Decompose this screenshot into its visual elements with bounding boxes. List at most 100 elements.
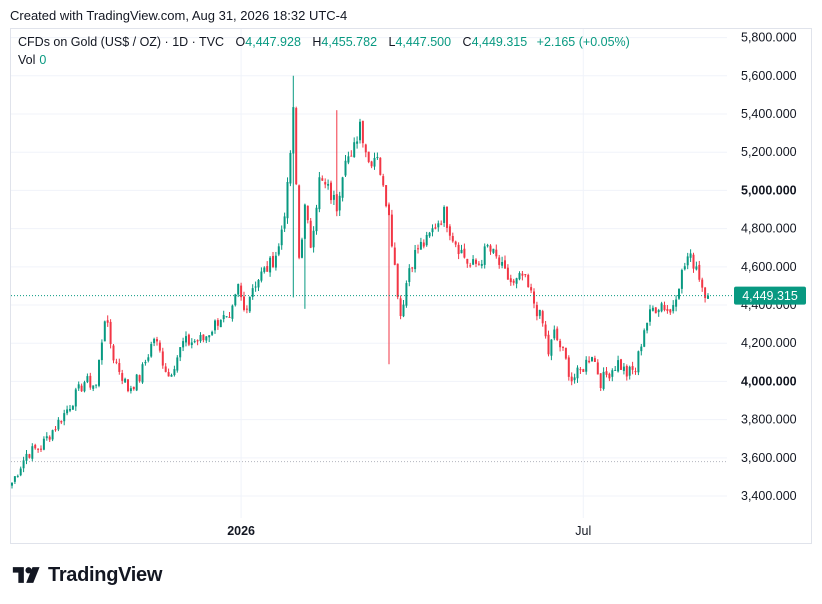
candle-body xyxy=(495,249,498,257)
candle-body xyxy=(170,374,173,377)
y-tick-label: 5,800.000 xyxy=(741,31,797,45)
candle-body xyxy=(689,253,692,258)
candle-body xyxy=(63,413,66,422)
candle-body xyxy=(77,384,80,389)
candle-body xyxy=(422,242,425,247)
candle-body xyxy=(266,266,269,272)
candle-body xyxy=(385,185,388,207)
candle-body xyxy=(164,366,167,372)
candle-body xyxy=(669,309,672,313)
candle-body xyxy=(405,283,408,306)
candle-body xyxy=(112,345,115,361)
candle-body xyxy=(431,228,434,233)
candle-body xyxy=(153,338,156,344)
candle-body xyxy=(382,176,385,186)
ohlc-legend: CFDs on Gold (US$ / OZ) · 1D · TVC O4,44… xyxy=(18,35,630,49)
candle-body xyxy=(66,409,69,414)
candle-body xyxy=(243,296,245,310)
candle-body xyxy=(591,357,593,361)
candle-body xyxy=(222,315,225,320)
candle-body xyxy=(89,375,92,388)
candle-body xyxy=(324,182,327,185)
candle-body xyxy=(257,279,260,288)
candle-body xyxy=(106,320,109,323)
candle-body xyxy=(553,329,556,339)
y-tick-label: 5,400.000 xyxy=(741,107,797,121)
candle-body xyxy=(698,264,701,280)
candle-body xyxy=(214,320,216,331)
last-price-label: 4,449.315 xyxy=(742,289,798,303)
candle-body xyxy=(483,246,486,265)
candle-body xyxy=(156,339,158,342)
candle-body xyxy=(683,266,686,270)
candle-body xyxy=(196,340,199,342)
candle-body xyxy=(129,388,132,392)
y-tick-label: 4,200.000 xyxy=(741,336,797,350)
chart-frame xyxy=(10,28,812,544)
open-label: O xyxy=(235,35,246,49)
candle-body xyxy=(42,438,45,450)
candle-body xyxy=(248,296,251,312)
candle-body xyxy=(646,322,649,331)
candle-body xyxy=(231,305,234,319)
candle-body xyxy=(51,430,54,440)
candle-body xyxy=(269,257,272,273)
candle-body xyxy=(417,248,419,250)
candle-body xyxy=(686,256,689,266)
candle-body xyxy=(132,386,135,390)
candle-body xyxy=(124,378,127,383)
candle-body xyxy=(399,298,402,317)
tradingview-logo-icon xyxy=(12,567,40,583)
candle-body xyxy=(280,229,283,246)
candle-body xyxy=(475,259,477,264)
candle-body xyxy=(521,273,524,276)
candle-body xyxy=(660,303,663,312)
candle-body xyxy=(370,161,373,167)
y-tick-label: 3,400.000 xyxy=(741,489,797,503)
candle-body xyxy=(347,156,350,163)
tradingview-brand[interactable]: TradingView xyxy=(12,562,162,588)
candle-body xyxy=(704,287,707,298)
candle-body xyxy=(109,321,112,345)
candle-body xyxy=(359,121,361,141)
candle-body xyxy=(602,371,605,389)
candle-body xyxy=(463,248,466,258)
candle-body xyxy=(216,320,219,326)
candle-body xyxy=(147,357,150,361)
symbol-title[interactable]: CFDs on Gold (US$ / OZ) · 1D · TVC xyxy=(18,35,225,49)
change-value: +2.165 (+0.05%) xyxy=(536,35,630,49)
candle-body xyxy=(559,340,562,348)
candle-body xyxy=(620,359,622,370)
low-label: L xyxy=(388,35,396,49)
candle-body xyxy=(451,236,454,242)
candle-body xyxy=(579,369,582,371)
y-tick-label: 3,600.000 xyxy=(741,451,797,465)
candle-body xyxy=(179,347,182,358)
candle-body xyxy=(651,307,654,311)
candle-body xyxy=(678,288,680,299)
candle-body xyxy=(327,184,330,186)
candle-body xyxy=(512,280,515,283)
candle-body xyxy=(527,274,530,288)
candle-body xyxy=(306,205,309,221)
candle-body xyxy=(161,351,164,366)
x-tick-label: 2026 xyxy=(227,524,255,538)
candle-body xyxy=(219,319,222,328)
candle-body xyxy=(477,263,480,265)
y-tick-label: 5,200.000 xyxy=(741,145,797,159)
candle-body xyxy=(158,342,161,351)
candle-body xyxy=(272,255,274,268)
candle-body xyxy=(504,260,506,269)
candle-body xyxy=(286,181,289,219)
candle-body xyxy=(434,227,437,229)
created-with-caption: Created with TradingView.com, Aug 31, 20… xyxy=(10,8,348,23)
candle-body xyxy=(657,310,660,313)
candle-body xyxy=(245,308,248,310)
candle-body xyxy=(448,226,451,236)
candle-body xyxy=(86,376,89,383)
candle-body xyxy=(48,436,51,440)
candle-body xyxy=(57,419,60,430)
candle-body xyxy=(564,347,567,359)
candle-body xyxy=(593,358,596,362)
